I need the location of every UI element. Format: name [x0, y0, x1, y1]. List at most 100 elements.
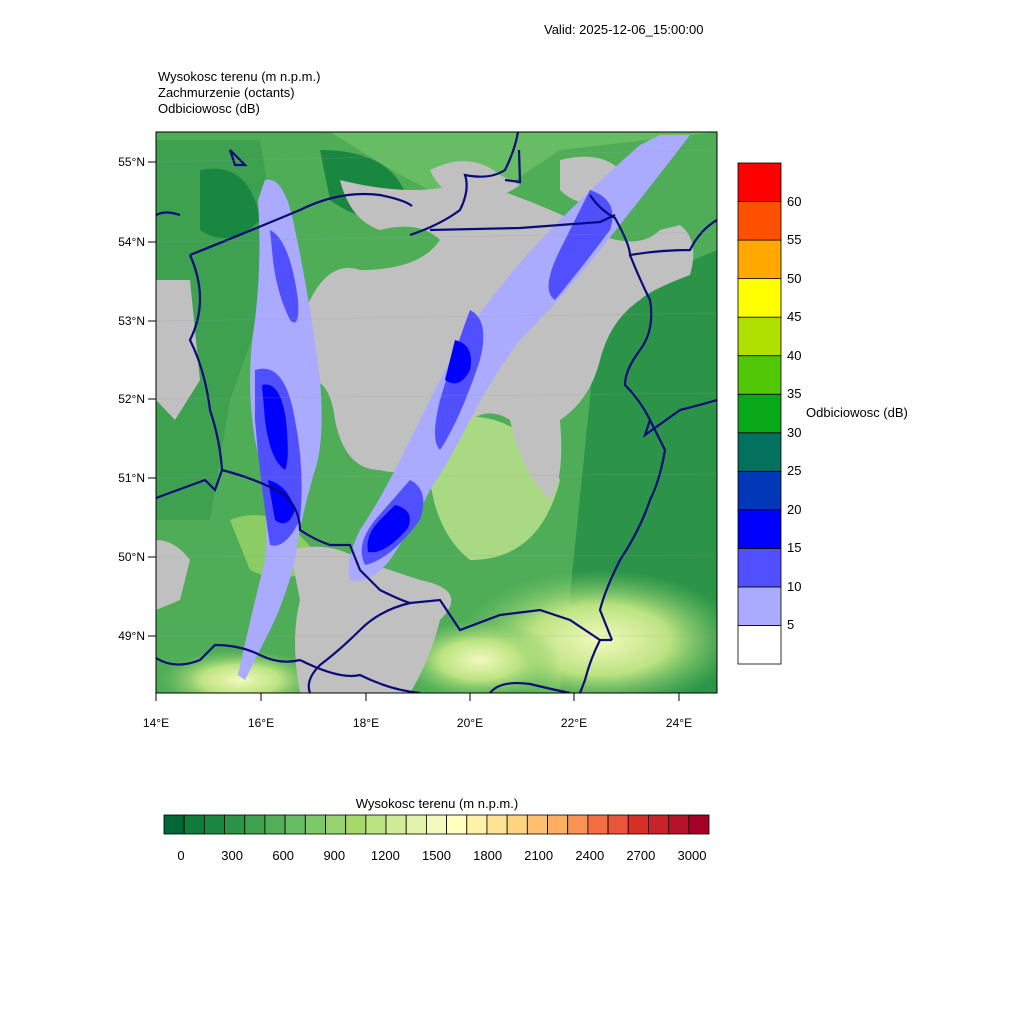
terrain-color-box [224, 814, 246, 835]
boundary-ukraine [598, 419, 667, 641]
boundary-slovakia-ukraine [578, 639, 601, 693]
terrain-color-box [547, 814, 569, 835]
terrain-color-box [325, 814, 347, 835]
lon-ticks [155, 693, 680, 701]
lat-label: 54°N [118, 235, 145, 249]
reflectivity-level-label: 60 [787, 193, 802, 209]
terrain-color-box [587, 814, 609, 835]
coastline-bornholm [228, 149, 248, 167]
title-terrain: Wysokosc terenu (m n.p.m.) [158, 69, 321, 84]
terrain-level-label: 1800 [473, 848, 503, 863]
terrain-color-box [264, 814, 286, 835]
reflectivity-level-label: 55 [787, 232, 802, 248]
terrain-level-label: 1500 [422, 848, 451, 863]
lat-labels: 55°N 54°N 53°N 52°N 51°N 50°N 49°N [118, 155, 145, 643]
coastline-rugen [156, 211, 181, 217]
boundary-czech-slovakia [307, 601, 411, 693]
terrain-color-box [526, 814, 548, 835]
terrain-color-box [365, 814, 387, 835]
reflectivity-level-label: 40 [787, 347, 802, 363]
graticule [156, 149, 717, 637]
lon-label: 18°E [353, 716, 379, 730]
reflectivity-level-label: 5 [787, 617, 795, 633]
terrain-level-label: 600 [272, 848, 295, 863]
reflectivity-level-label: 10 [787, 578, 802, 594]
terrain-level-label: 2400 [575, 848, 605, 863]
lon-labels: 14°E 16°E 18°E 20°E 22°E 24°E [143, 716, 692, 730]
reflectivity-level-label: 15 [787, 540, 802, 556]
reflectivity-west-10db-north [270, 230, 299, 323]
reflectivity-color-box [737, 393, 782, 434]
lat-label: 51°N [118, 471, 145, 485]
terrain-color-box [648, 814, 670, 835]
terrain-color-box [385, 814, 407, 835]
reflectivity-east-15db-south [367, 505, 410, 553]
map-frame [155, 131, 718, 694]
reflectivity-color-box [737, 162, 782, 202]
reflectivity-west-15db [262, 384, 288, 470]
terrain-color-box [486, 814, 508, 835]
terrain-level-label: 2700 [626, 848, 656, 863]
reflectivity-color-box [737, 201, 782, 241]
boundary-poland-east [623, 254, 717, 438]
reflectivity-color-box [737, 278, 782, 318]
boundary-austria-slovakia [299, 659, 421, 693]
reflectivity-level-label: 50 [787, 270, 802, 286]
boundary-kaliningrad [504, 149, 522, 184]
coastline-baltic [189, 192, 413, 257]
title-reflectivity: Odbiciowosc (dB) [158, 101, 260, 116]
coastline-gdansk-bay [409, 132, 520, 237]
terrain-colorbar [163, 814, 710, 835]
terrain-level-label: 3000 [677, 848, 707, 863]
reflectivity-level-label: 25 [787, 463, 802, 479]
reflectivity-level-label: 45 [787, 309, 802, 325]
boundaries [156, 132, 717, 693]
reflectivity-color-box [737, 586, 782, 626]
lat-label: 55°N [118, 155, 145, 169]
reflectivity-east-10db-north [548, 190, 613, 300]
terrain-west-green [156, 140, 280, 520]
terrain-level-label: 1200 [370, 848, 400, 863]
reflectivity-east-5db [348, 135, 690, 581]
lon-label: 22°E [561, 716, 587, 730]
boundary-north-poland [429, 214, 616, 232]
lon-label: 20°E [457, 716, 483, 730]
map-plot-area [156, 132, 717, 693]
boundary-germany-poland [156, 254, 224, 500]
lat-label: 49°N [118, 629, 145, 643]
boundary-hungary [489, 681, 571, 693]
terrain-color-box [426, 814, 447, 835]
reflectivity-east-15db-mid [445, 340, 471, 384]
terrain-color-box [627, 814, 649, 835]
lon-label: 24°E [666, 716, 692, 730]
valid-time: Valid: 2025-12-06_15:00:00 [544, 22, 704, 37]
terrain-level-label: 300 [221, 848, 243, 863]
terrain-color-box [607, 814, 629, 835]
terrain-color-box [304, 814, 326, 835]
terrain-level-label: 2100 [524, 848, 554, 863]
reflectivity-color-box [737, 355, 782, 395]
lat-label: 52°N [118, 392, 145, 406]
terrain-color-box [446, 814, 468, 835]
reflectivity-legend-title: Odbiciowosc (dB) [806, 405, 908, 420]
reflectivity-color-box [737, 625, 782, 665]
terrain-level-label: 0 [177, 848, 185, 863]
lon-label: 16°E [248, 716, 274, 730]
terrain-color-box [345, 814, 367, 835]
terrain-color-box [183, 814, 205, 835]
lon-label: 14°E [143, 716, 169, 730]
terrain-color-box [668, 814, 690, 835]
terrain-color-box [203, 814, 225, 835]
reflectivity-west-15db-south [268, 480, 295, 524]
terrain-legend-title: Wysokosc terenu (m n.p.m.) [355, 796, 519, 811]
reflectivity-level-label: 30 [787, 424, 802, 440]
lat-ticks [148, 161, 156, 637]
reflectivity-level-label: 35 [787, 386, 802, 402]
terrain-level-label: 900 [323, 848, 346, 863]
terrain-color-box [284, 814, 306, 835]
reflectivity-color-box [737, 547, 782, 588]
reflectivity-color-box [737, 470, 782, 511]
terrain-north-west [200, 168, 260, 238]
reflectivity-color-box [737, 432, 782, 472]
